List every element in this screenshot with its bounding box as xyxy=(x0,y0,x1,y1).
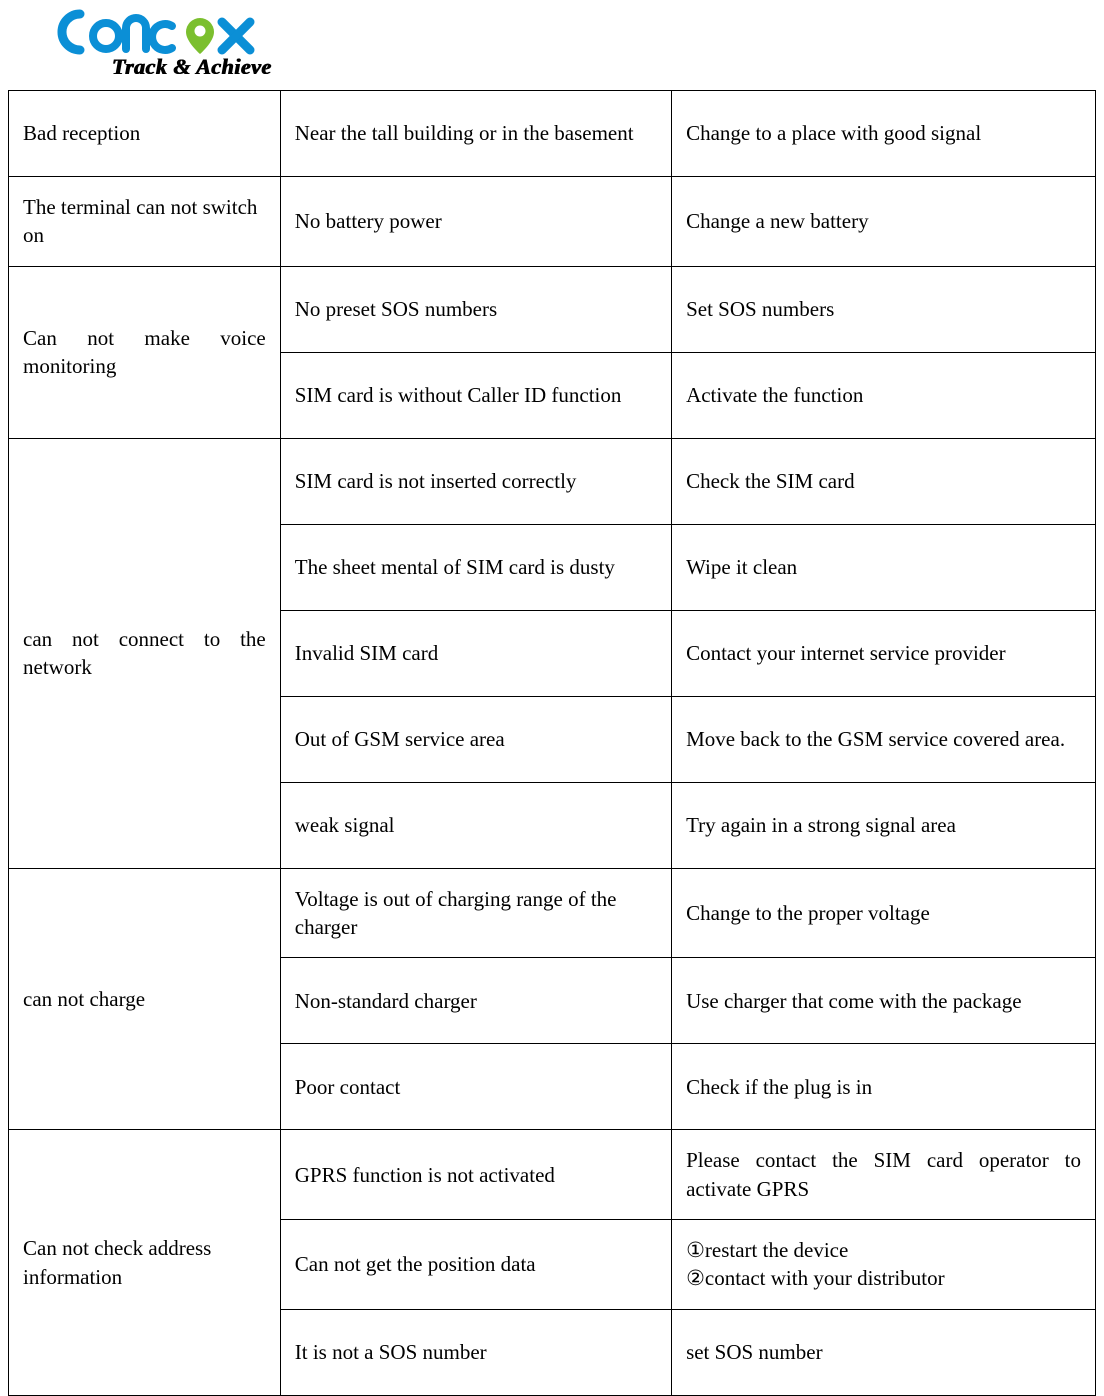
table-row: can not chargeVoltage is out of charging… xyxy=(9,868,1096,958)
table-row: can not connect to the networkSIM card i… xyxy=(9,438,1096,524)
solution-cell: Check the SIM card xyxy=(672,438,1096,524)
logo-tagline: Track & Achieve xyxy=(50,54,1096,80)
cause-cell: The sheet mental of SIM card is dusty xyxy=(280,524,671,610)
troubleshooting-table: Bad receptionNear the tall building or i… xyxy=(8,90,1096,1396)
problem-cell: The terminal can not switch on xyxy=(9,177,281,267)
cause-cell: Invalid SIM card xyxy=(280,610,671,696)
table-row: Bad receptionNear the tall building or i… xyxy=(9,91,1096,177)
cause-cell: No battery power xyxy=(280,177,671,267)
concox-logo xyxy=(50,8,310,56)
cause-cell: weak signal xyxy=(280,782,671,868)
solution-cell: set SOS number xyxy=(672,1309,1096,1395)
cause-cell: Near the tall building or in the basemen… xyxy=(280,91,671,177)
cause-cell: Poor contact xyxy=(280,1044,671,1130)
cause-cell: No preset SOS numbers xyxy=(280,266,671,352)
problem-cell: Can not check address information xyxy=(9,1130,281,1395)
cause-cell: It is not a SOS number xyxy=(280,1309,671,1395)
solution-cell: Set SOS numbers xyxy=(672,266,1096,352)
solution-cell: Change to a place with good signal xyxy=(672,91,1096,177)
solution-cell: Wipe it clean xyxy=(672,524,1096,610)
solution-cell: Please contact the SIM card operator to … xyxy=(672,1130,1096,1220)
logo-block: Track & Achieve xyxy=(8,8,1096,90)
problem-cell: can not connect to the network xyxy=(9,438,281,868)
problem-cell: Can not make voice monitoring xyxy=(9,266,281,438)
problem-cell: Bad reception xyxy=(9,91,281,177)
solution-cell: Check if the plug is in xyxy=(672,1044,1096,1130)
cause-cell: Non-standard charger xyxy=(280,958,671,1044)
solution-cell: Use charger that come with the package xyxy=(672,958,1096,1044)
solution-cell: Contact your internet service provider xyxy=(672,610,1096,696)
solution-cell: Change to the proper voltage xyxy=(672,868,1096,958)
cause-cell: Can not get the position data xyxy=(280,1220,671,1310)
solution-cell: Change a new battery xyxy=(672,177,1096,267)
table-row: The terminal can not switch onNo battery… xyxy=(9,177,1096,267)
cause-cell: Out of GSM service area xyxy=(280,696,671,782)
solution-cell: Try again in a strong signal area xyxy=(672,782,1096,868)
solution-cell: ①restart the device②contact with your di… xyxy=(672,1220,1096,1310)
solution-cell: Move back to the GSM service covered are… xyxy=(672,696,1096,782)
cause-cell: SIM card is not inserted correctly xyxy=(280,438,671,524)
cause-cell: SIM card is without Caller ID function xyxy=(280,352,671,438)
cause-cell: GPRS function is not activated xyxy=(280,1130,671,1220)
table-row: Can not make voice monitoringNo preset S… xyxy=(9,266,1096,352)
problem-cell: can not charge xyxy=(9,868,281,1130)
document-page: Track & Achieve Bad receptionNear the ta… xyxy=(0,0,1104,1396)
solution-cell: Activate the function xyxy=(672,352,1096,438)
cause-cell: Voltage is out of charging range of the … xyxy=(280,868,671,958)
table-row: Can not check address informationGPRS fu… xyxy=(9,1130,1096,1220)
